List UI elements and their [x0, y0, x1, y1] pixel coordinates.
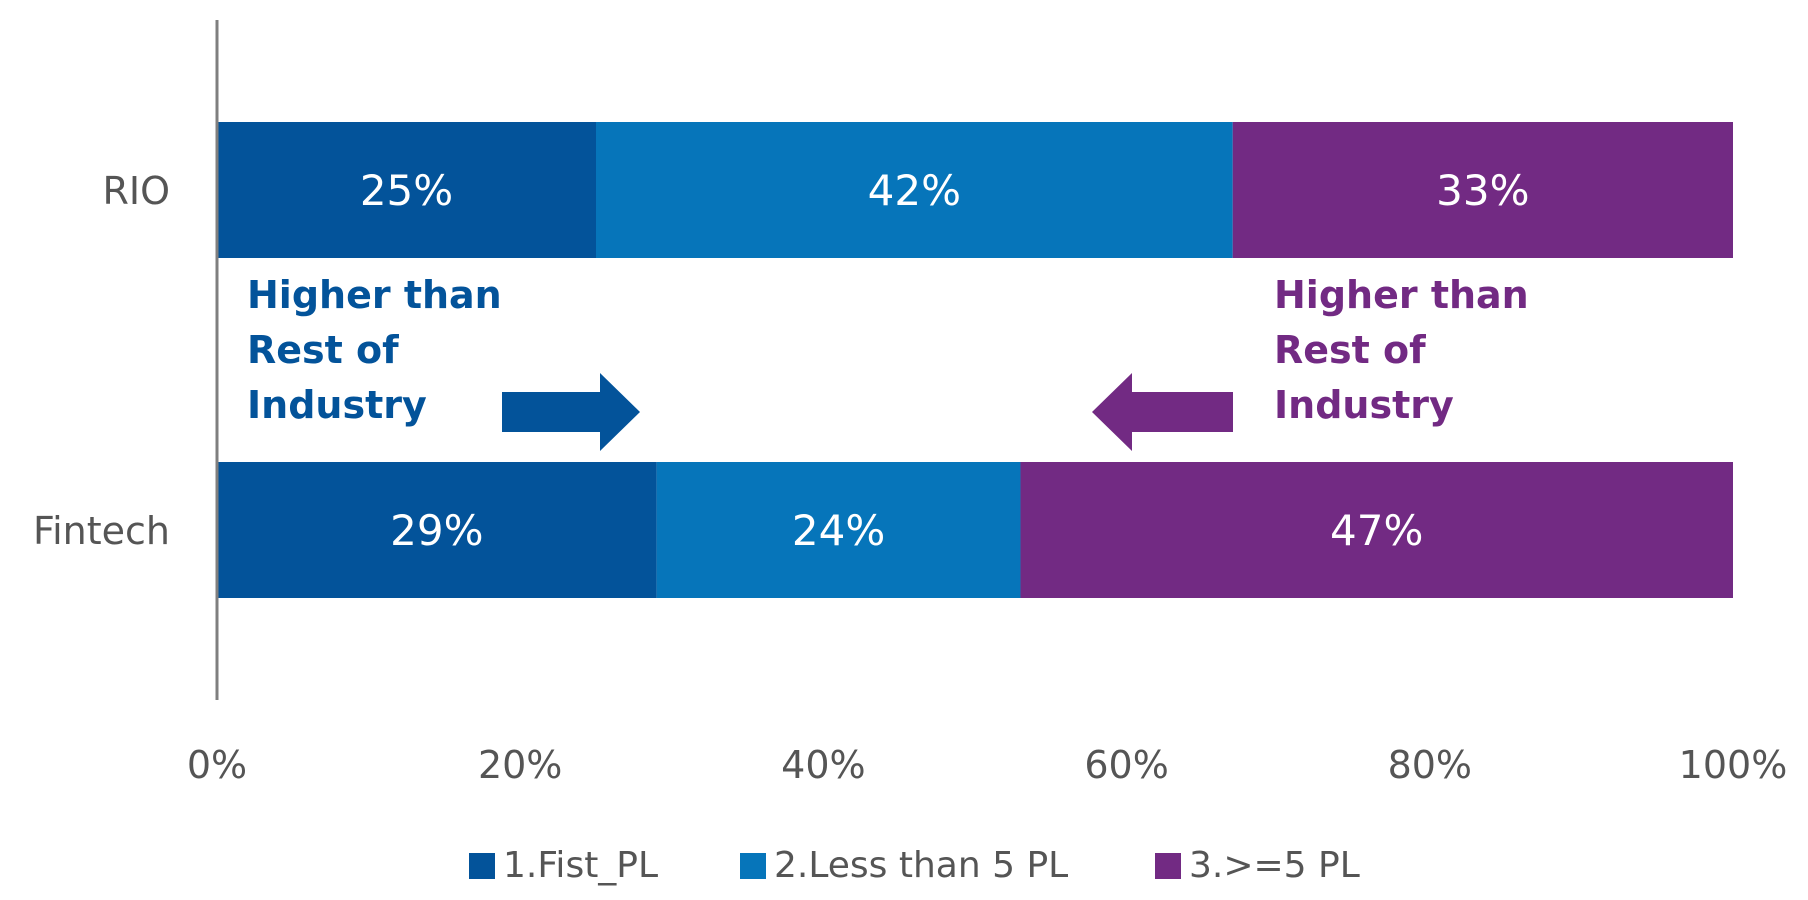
annotation-2-line-1: Higher than: [1274, 273, 1529, 317]
bar-segment-rio-2: [596, 122, 1233, 258]
bars-layer: [217, 122, 1733, 598]
legend-label-1: 1.Fist_PL: [503, 845, 658, 886]
bar-segment-fintech-3: [1020, 462, 1733, 598]
x-tick-label-0: 0%: [187, 743, 247, 787]
legend-swatch-2: [740, 853, 766, 879]
x-tick-label-100: 100%: [1679, 743, 1788, 787]
x-tick-label-80: 80%: [1388, 743, 1472, 787]
legend-item-1[interactable]: 1.Fist_PL: [469, 845, 658, 886]
annotation-2-line-2: Rest of: [1274, 328, 1426, 372]
bar-segment-fintech-2: [656, 462, 1021, 598]
data-labels-layer: 25% 42% 33% 29% 24% 47%: [360, 166, 1530, 555]
legend-label-2: 2.Less than 5 PL: [774, 845, 1068, 886]
annotation-1-line-3: Industry: [247, 383, 427, 427]
legend-swatch-3: [1155, 853, 1181, 879]
data-label-rio-1: 25%: [360, 166, 453, 215]
annotation-2-line-3: Industry: [1274, 383, 1454, 427]
x-tick-label-20: 20%: [478, 743, 562, 787]
data-label-rio-2: 42%: [868, 166, 961, 215]
data-label-fintech-3: 47%: [1330, 506, 1423, 555]
axis-layer: RIO Fintech 0% 20% 40% 60% 80% 100%: [33, 20, 1787, 787]
category-label-rio: RIO: [102, 169, 170, 213]
annotation-1-line-1: Higher than: [247, 273, 502, 317]
data-label-rio-3: 33%: [1436, 166, 1529, 215]
arrow-left-icon: [1092, 373, 1233, 451]
legend-item-2[interactable]: 2.Less than 5 PL: [740, 845, 1068, 886]
x-tick-label-40: 40%: [781, 743, 865, 787]
annotation-1-line-2: Rest of: [247, 328, 399, 372]
annotations-layer: Higher than Rest of Industry Higher than Res…: [247, 273, 1529, 451]
bar-segment-rio-3: [1232, 122, 1733, 258]
legend-label-3: 3.>=5 PL: [1189, 845, 1360, 886]
category-label-fintech: Fintech: [33, 509, 170, 553]
data-label-fintech-1: 29%: [390, 506, 483, 555]
legend-item-3[interactable]: 3.>=5 PL: [1155, 845, 1360, 886]
arrow-right-icon: [502, 373, 640, 451]
bar-segment-fintech-1: [217, 462, 657, 598]
legend-layer[interactable]: 1.Fist_PL 2.Less than 5 PL 3.>=5 PL: [469, 845, 1360, 886]
data-label-fintech-2: 24%: [792, 506, 885, 555]
bar-segment-rio-1: [217, 122, 596, 258]
x-tick-label-60: 60%: [1084, 743, 1168, 787]
legend-swatch-1: [469, 853, 495, 879]
